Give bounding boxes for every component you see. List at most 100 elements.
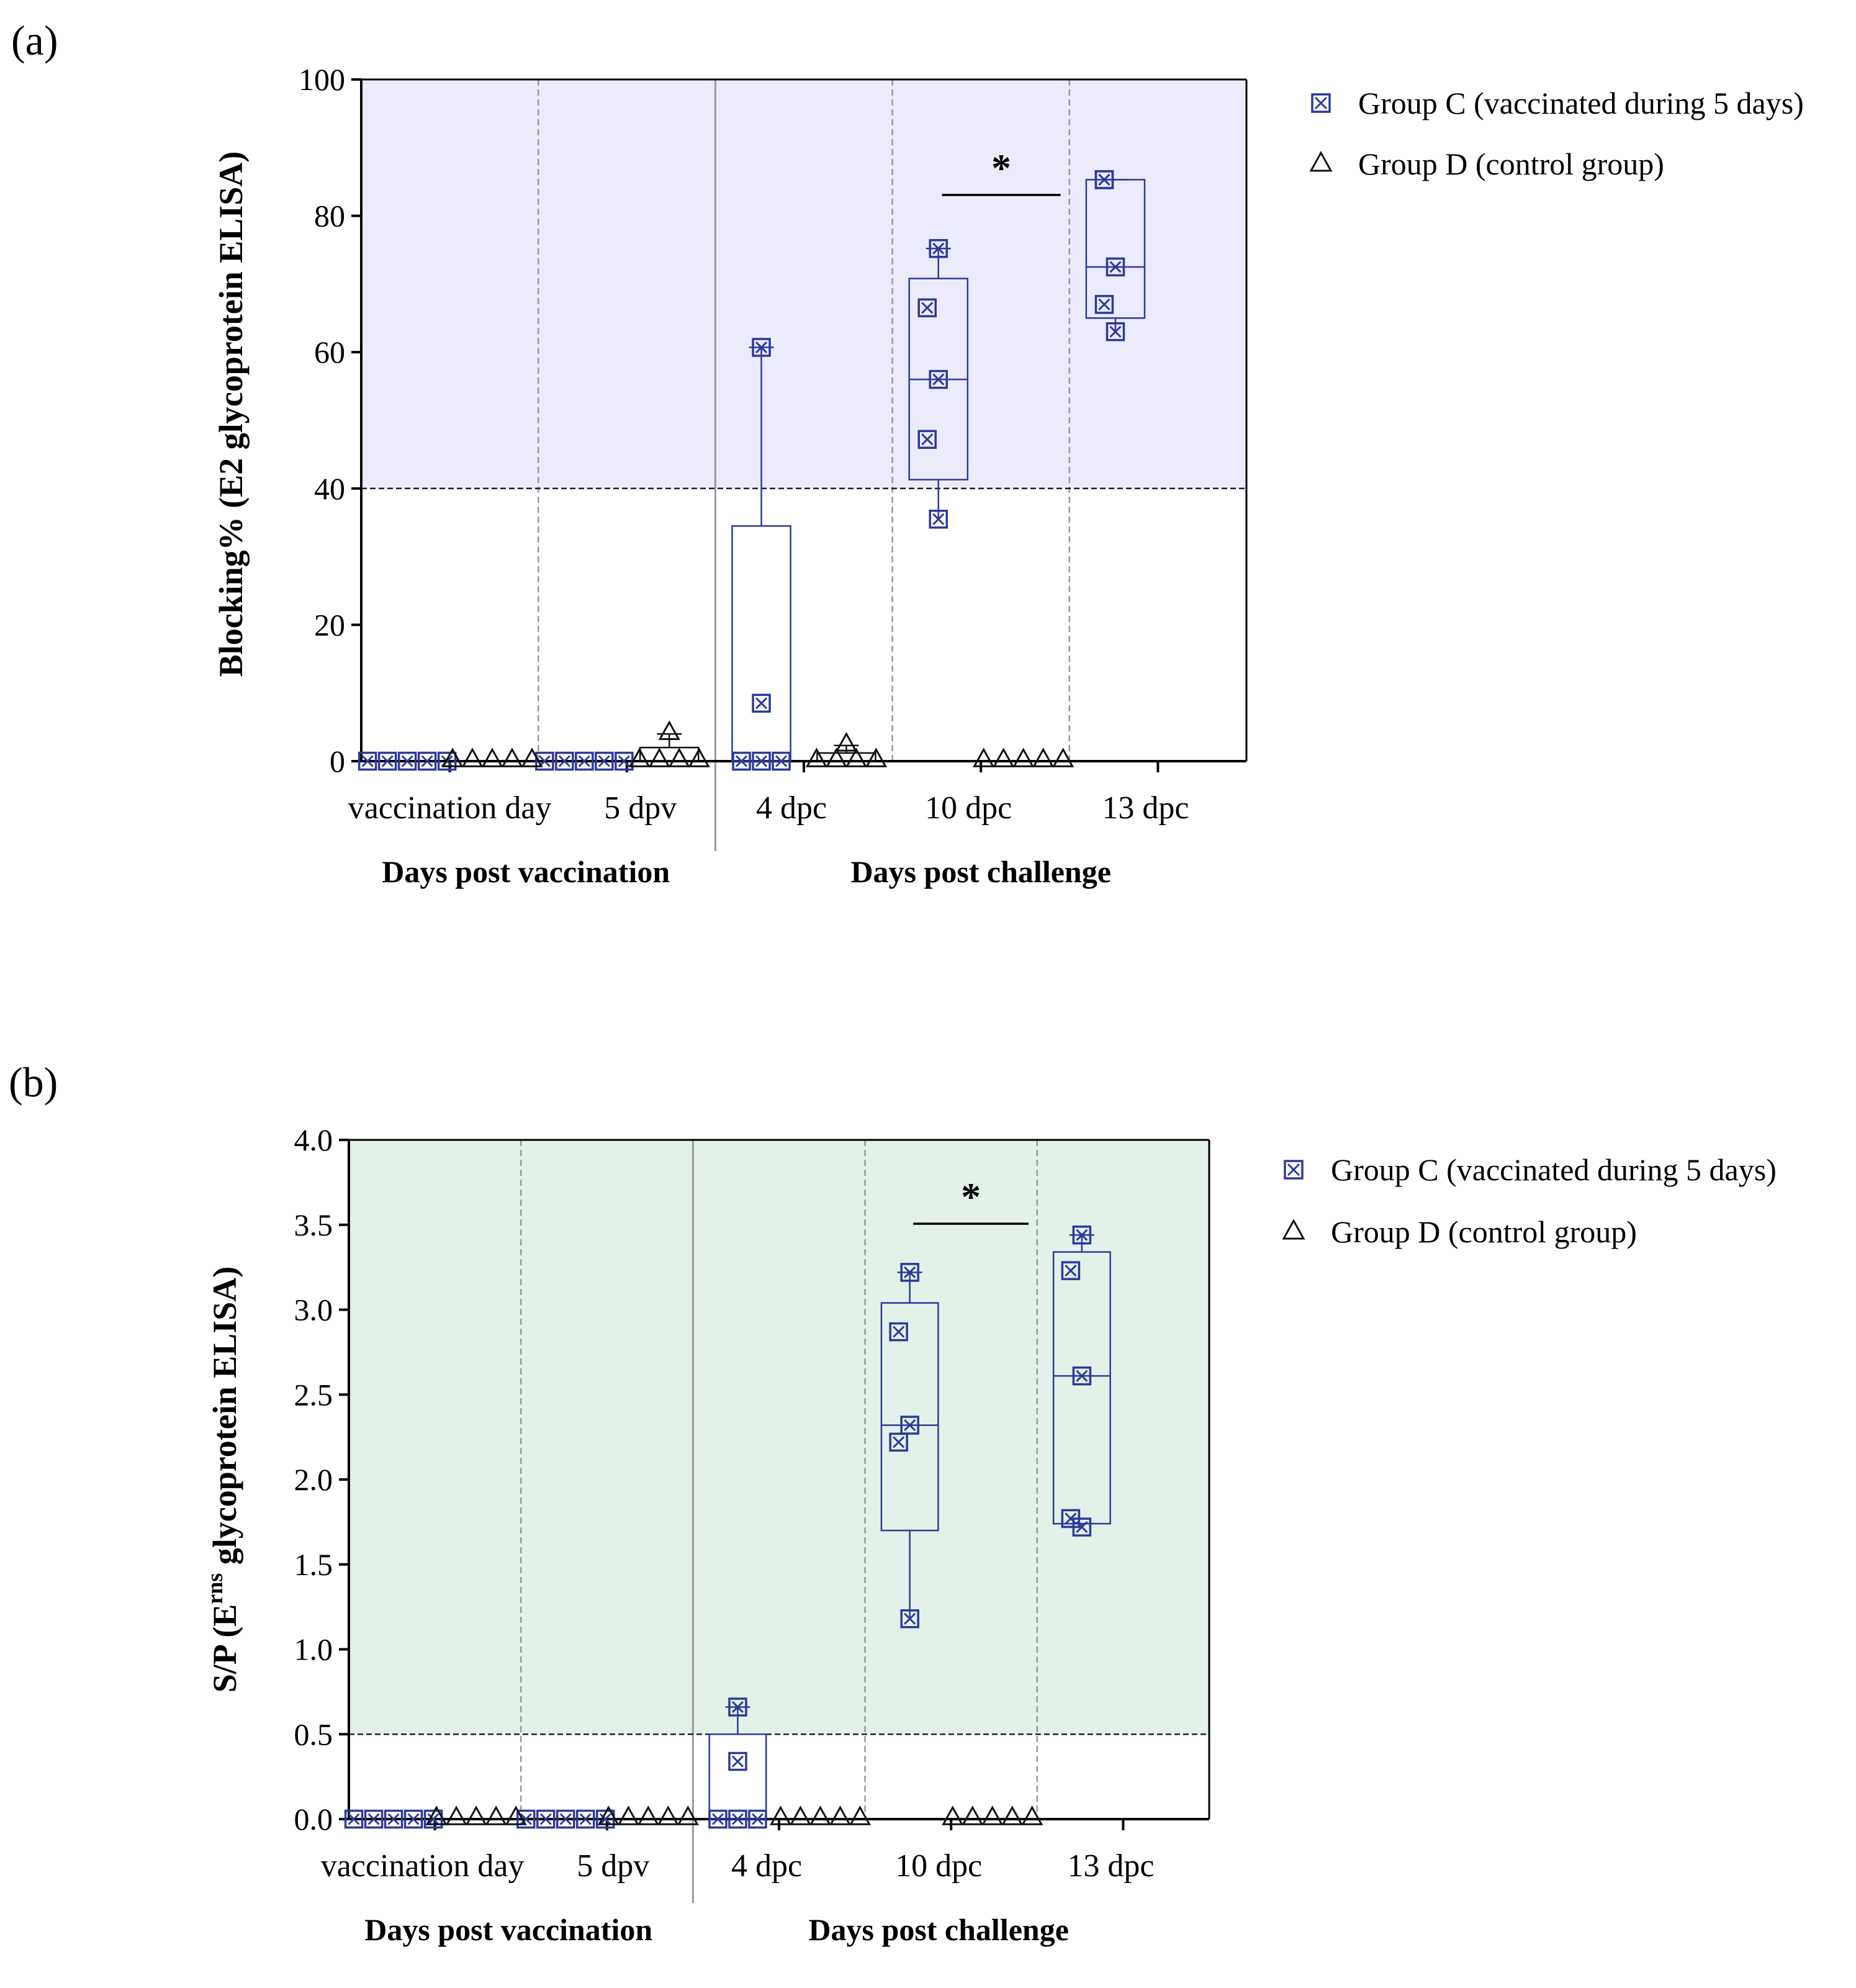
legend-marker-group-d	[1309, 151, 1333, 172]
data-point	[748, 1809, 767, 1829]
y-tick-label: 3.5	[294, 1208, 333, 1242]
marker-cross	[1314, 96, 1328, 110]
data-point	[900, 1416, 919, 1435]
panel-b: (b) 0.0 0.5 1.0 1.5 2.0 2.5 3.0 3.5 4.0 S/P (Erns …	[9, 1059, 1777, 1947]
panel-label: (a)	[11, 17, 58, 64]
x-tick-label: 4 dpc	[756, 790, 827, 826]
legend-marker-group-d	[1282, 1219, 1305, 1240]
marker-square	[929, 509, 948, 529]
data-point	[728, 1751, 747, 1771]
marker-square	[748, 1809, 767, 1829]
marker-square	[364, 1809, 384, 1829]
x-tick-label: vaccination day	[348, 790, 552, 826]
data-point	[849, 1805, 872, 1825]
marker-square	[1072, 1366, 1092, 1386]
marker-square	[1094, 295, 1114, 314]
marker-square	[576, 1809, 595, 1829]
data-point	[900, 1263, 919, 1282]
data-point	[556, 1809, 575, 1829]
box-plot	[816, 744, 876, 762]
data-point	[1106, 322, 1125, 341]
marker-square	[403, 1809, 423, 1829]
y-tick-label: 20	[314, 607, 345, 642]
data-point	[425, 1805, 448, 1825]
data-point	[1061, 1509, 1081, 1529]
marker-square	[889, 1432, 908, 1452]
x-group-label: Days post challenge	[808, 1912, 1068, 1947]
data-point	[536, 1809, 556, 1829]
data-point	[1052, 748, 1074, 767]
legend-marker-group-c	[1311, 93, 1331, 113]
x-tick-label: 13 dpc	[1067, 1848, 1154, 1884]
x-tick-label: 13 dpc	[1102, 790, 1189, 826]
y-tick-label: 3.0	[294, 1293, 333, 1327]
marker-square	[752, 751, 771, 771]
y-tick-label: 4.0	[294, 1123, 333, 1157]
y-tick-label: 1.0	[294, 1632, 333, 1667]
significance-star: *	[991, 146, 1011, 190]
x-tick-label: 10 dpc	[895, 1848, 982, 1884]
data-point	[708, 1809, 728, 1829]
box-iqr	[1052, 1251, 1111, 1525]
box-iqr	[1085, 179, 1146, 319]
data-point	[772, 751, 791, 771]
marker-cross	[904, 1419, 916, 1432]
data-point	[752, 751, 771, 771]
y-axis-title-part: S/P (E	[206, 1604, 243, 1693]
marker-square	[1072, 1225, 1092, 1245]
data-point	[981, 1805, 1004, 1825]
marker-cross	[539, 1813, 552, 1825]
x-group-label: Days post vaccination	[382, 854, 670, 889]
marker-cross	[775, 755, 788, 767]
y-axis-title: S/P (Erns glycoprotein ELISA)	[202, 1267, 243, 1693]
data-point	[403, 1809, 423, 1829]
marker-cross	[755, 341, 768, 354]
legend-marker-group-c	[1284, 1160, 1304, 1180]
marker-cross	[1109, 261, 1122, 273]
data-point	[597, 1805, 619, 1825]
data-point	[769, 1805, 792, 1825]
significance-star: *	[961, 1175, 981, 1219]
marker-cross	[1287, 1163, 1300, 1177]
data-point	[809, 1805, 832, 1825]
data-point	[384, 1809, 403, 1829]
data-point	[1072, 1225, 1092, 1245]
marker-cross	[598, 755, 610, 767]
data-point	[835, 731, 857, 752]
legend-label-group-d: Group D (control group)	[1331, 1214, 1637, 1249]
panel-a: (a) 0 20 40 60 80 100 Blocking% (E2 glycoprotei…	[11, 17, 1804, 889]
marker-square	[516, 1809, 536, 1829]
y-tick-label: 60	[314, 335, 345, 369]
x-tick-label: 5 dpv	[577, 1848, 649, 1884]
marker-square	[536, 1809, 556, 1829]
y-tick-label: 0	[330, 744, 345, 779]
data-point	[481, 748, 503, 767]
marker-square	[772, 751, 791, 771]
marker-cross	[407, 1813, 420, 1825]
data-point	[505, 1805, 527, 1825]
data-point	[344, 1809, 364, 1829]
x-group-label: Days post challenge	[850, 854, 1110, 889]
marker-square	[358, 751, 377, 771]
marker-cross	[618, 755, 630, 767]
series-group-d	[441, 720, 1074, 767]
marker-cross	[578, 755, 590, 767]
marker-square	[900, 1263, 919, 1282]
marker-cross	[1098, 173, 1110, 186]
positive-region	[349, 1140, 1209, 1735]
x-group-label: Days post vaccination	[364, 1912, 652, 1947]
data-point	[900, 1609, 919, 1629]
data-point	[628, 748, 651, 767]
marker-cross	[921, 302, 934, 314]
marker-square	[1061, 1261, 1081, 1280]
marker-cross	[558, 755, 570, 767]
marker-cross	[421, 755, 433, 767]
data-point	[358, 751, 377, 771]
marker-cross	[381, 755, 394, 767]
marker-square	[728, 1809, 747, 1829]
marker-cross	[735, 755, 748, 767]
legend-label-group-c: Group C (vaccinated during 5 days)	[1331, 1152, 1777, 1187]
data-point	[929, 369, 948, 389]
marker-square	[437, 751, 457, 771]
marker-cross	[921, 433, 934, 446]
